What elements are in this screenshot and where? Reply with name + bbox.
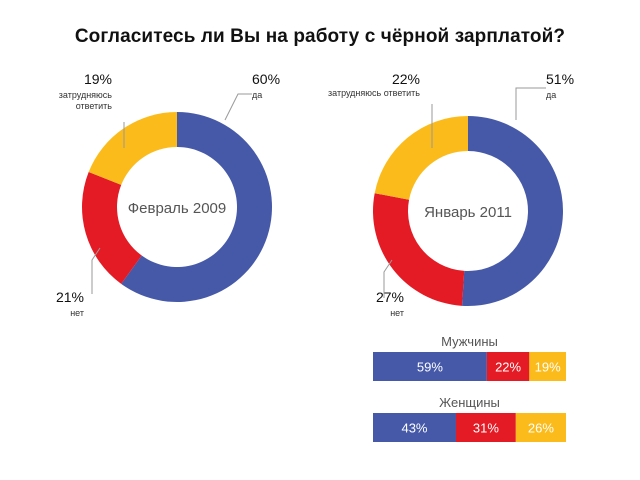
bar-segment-label: 19% [535, 360, 561, 375]
bar-segment-label: 22% [495, 360, 521, 375]
bar-segment [486, 352, 530, 381]
slice-value-label: 22% [392, 71, 420, 87]
slice-category-label: нет [70, 308, 84, 318]
donut-slice [372, 193, 465, 306]
slice-category-label: да [546, 90, 556, 100]
donut-center-label: Январь 2011 [424, 204, 512, 221]
donut-center-label: Февраль 2009 [128, 200, 227, 217]
donut-slice [374, 116, 468, 200]
slice-value-label: 19% [84, 71, 112, 87]
donut-slice [121, 112, 272, 302]
bar-title: Мужчины [441, 334, 498, 349]
leader-line [383, 259, 393, 298]
donut-slice [81, 172, 142, 284]
bar-segment-label: 43% [401, 421, 427, 436]
bar-segment [529, 352, 566, 381]
slice-value-label: 60% [252, 71, 280, 87]
chart-title: Согласитесь ли Вы на работу с чёрной зар… [74, 26, 566, 47]
slice-category-label: нет [390, 308, 404, 318]
slice-value-label: 51% [546, 71, 574, 87]
leader-line [515, 87, 546, 120]
leader-line [224, 93, 252, 121]
slice-category-label: затрудняюсь ответить [328, 88, 420, 98]
bar-segment [455, 413, 516, 442]
leader-line [91, 247, 101, 294]
bar-title: Женщины [439, 395, 500, 410]
donut-slice [88, 112, 177, 185]
slice-category-label: затрудняюсь ответить [59, 90, 113, 111]
donut-chart: Февраль 2009 60% да 21% нет 19% затрудняюсь отв… [56, 71, 280, 318]
stacked-bar: Мужчины 59% 22% 19% [373, 334, 566, 381]
bar-segment-label: 59% [417, 360, 443, 375]
slice-value-label: 27% [376, 289, 404, 305]
bar-segment [515, 413, 566, 442]
bar-segment-label: 26% [528, 421, 554, 436]
bar-segment [373, 352, 487, 381]
slice-value-label: 21% [56, 289, 84, 305]
donut-chart: Январь 2011 51% да 27% нет 22%затрудняюсь отв… [328, 71, 574, 318]
donut-slice [462, 116, 563, 306]
bar-segment [373, 413, 456, 442]
stacked-bar: Женщины 43% 31% 26% [373, 395, 566, 442]
bar-segment-label: 31% [473, 421, 499, 436]
slice-category-label: да [252, 90, 262, 100]
